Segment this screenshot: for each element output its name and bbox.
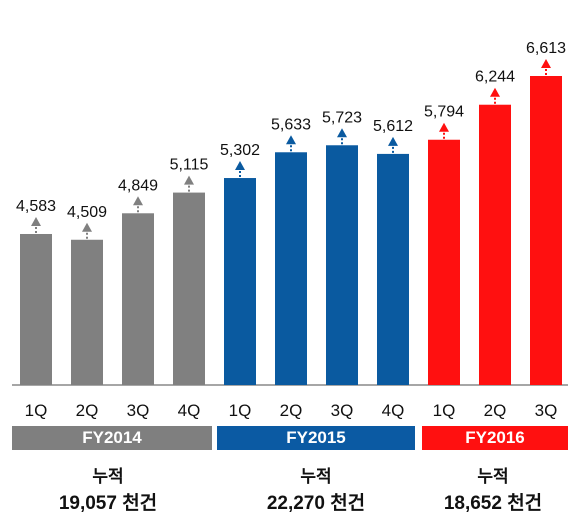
value-label: 4,849 (118, 177, 158, 194)
cumulative-total: 18,652 천건 (443, 493, 543, 514)
bar (173, 192, 205, 385)
value-label: 6,613 (526, 40, 566, 57)
year-band-fy2016: FY2016 (422, 426, 568, 450)
tick-label: 3Q (127, 401, 150, 420)
arrow-icon (82, 222, 92, 232)
cumulative-fy2015: 누적 22,270 천건 (241, 466, 391, 518)
tick-label: 4Q (382, 401, 405, 420)
value-label: 5,302 (220, 142, 260, 159)
bar (428, 139, 460, 385)
bar (275, 152, 307, 385)
tick-label: 1Q (25, 401, 48, 420)
cumulative-label: 누적 (300, 467, 332, 486)
bar (377, 153, 409, 385)
cumulative-fy2016: 누적 18,652 천건 (418, 466, 568, 518)
cumulative-label: 누적 (477, 467, 509, 486)
tick-label: 1Q (433, 401, 456, 420)
bar (326, 145, 358, 385)
value-label: 4,509 (67, 204, 107, 221)
value-label: 5,633 (271, 116, 311, 133)
bars (20, 76, 562, 385)
arrow-icon (490, 87, 500, 97)
value-label: 5,612 (373, 118, 413, 135)
arrow-icon (133, 196, 143, 206)
cumulative-label: 누적 (92, 467, 124, 486)
tick-label: 2Q (484, 401, 507, 420)
cumulative-total: 22,270 천건 (266, 493, 366, 514)
tick-label: 1Q (229, 401, 252, 420)
arrow-icon (184, 175, 194, 185)
bar (122, 213, 154, 385)
value-label: 4,583 (16, 198, 56, 215)
value-label: 5,794 (424, 104, 464, 121)
arrow-icon (337, 128, 347, 138)
tick-labels: 1Q 2Q 3Q 4Q 1Q 2Q 3Q 4Q 1Q 2Q 3Q (25, 401, 558, 420)
arrow-icon (541, 59, 551, 68)
cumulative-fy2014: 누적 19,057 천건 (33, 466, 183, 518)
value-label: 5,115 (170, 157, 209, 174)
arrow-icon (286, 135, 296, 145)
bar (530, 76, 562, 385)
tick-label: 2Q (280, 401, 303, 420)
year-band-fy2014: FY2014 (12, 426, 212, 450)
tick-label: 2Q (76, 401, 99, 420)
value-label: 6,244 (475, 69, 515, 86)
bar (71, 239, 103, 385)
value-label: 5,723 (322, 109, 362, 126)
arrow-icon (235, 161, 245, 171)
bar (20, 233, 52, 385)
bar (479, 104, 511, 385)
tick-label: 3Q (331, 401, 354, 420)
value-labels: 4,583 4,509 4,849 5,115 5,302 5,633 5,723 5,612… (16, 40, 566, 221)
arrow-icon (388, 136, 398, 146)
tick-label: 3Q (535, 401, 558, 420)
arrow-icon (439, 122, 449, 132)
year-band-fy2015: FY2015 (217, 426, 415, 450)
arrow-icon (31, 216, 41, 226)
bar (224, 178, 256, 385)
value-connectors (31, 59, 551, 239)
tick-label: 4Q (178, 401, 201, 420)
cumulative-total: 19,057 천건 (58, 493, 158, 514)
